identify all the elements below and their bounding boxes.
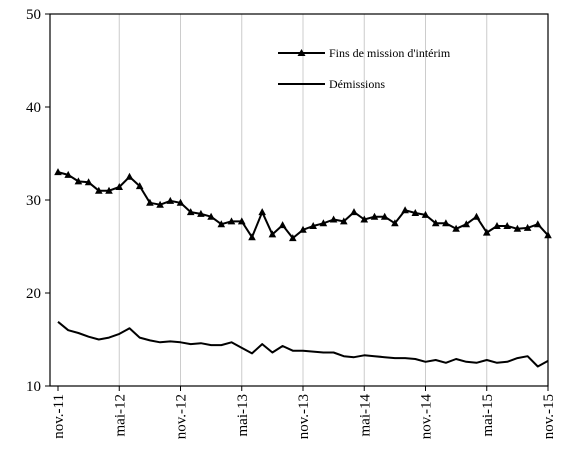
data-point-triangle (442, 219, 450, 227)
x-tick-label: mai-12 (112, 394, 128, 437)
x-axis: nov.-11 mai-12 nov.-12 mai-13 nov.-13 mai-14 n… (51, 386, 557, 439)
data-point-triangle (350, 208, 358, 216)
data-point-triangle (493, 222, 501, 229)
data-point-triangle (513, 224, 522, 232)
data-point-triangle (125, 172, 134, 180)
data-point-triangle (207, 212, 215, 220)
legend-item-demissions: Démissions (278, 77, 385, 91)
data-point-triangle (217, 220, 226, 228)
data-point-triangle (411, 209, 420, 216)
data-point-triangle (84, 178, 93, 186)
data-point-triangle (74, 177, 83, 185)
y-tick-label: 30 (26, 193, 41, 209)
data-point-triangle (54, 168, 62, 176)
y-axis: 10 20 30 40 50 (26, 7, 50, 395)
x-tick-label: mai-15 (480, 394, 496, 437)
data-point-triangle (146, 198, 154, 206)
data-point-triangle (503, 222, 511, 229)
data-point-triangle (329, 215, 338, 223)
x-tick-label: nov.-11 (51, 394, 67, 439)
x-tick-label: mai-14 (357, 394, 373, 437)
data-point-triangle (452, 224, 460, 232)
y-tick-label: 50 (26, 7, 41, 23)
data-point-triangle (472, 212, 481, 220)
data-point-triangle (380, 212, 389, 220)
data-point-triangle (421, 210, 430, 218)
data-point-triangle (462, 220, 471, 228)
data-point-triangle (534, 220, 542, 228)
legend: Fins de mission d'intérim Démissions (278, 46, 451, 91)
x-tick-label: mai-13 (235, 394, 251, 437)
y-tick-label: 10 (26, 379, 41, 395)
data-point-triangle (299, 225, 307, 233)
data-point-triangle (370, 212, 379, 220)
y-tick-label: 20 (26, 286, 41, 302)
series-line-demissions (57, 321, 549, 368)
data-point-triangle (186, 208, 195, 216)
data-point-triangle (115, 183, 123, 190)
data-point-triangle (391, 219, 399, 227)
data-point-triangle (166, 196, 175, 204)
data-point-triangle (278, 221, 287, 229)
x-tick-label: nov.-12 (174, 394, 190, 439)
x-tick-label: nov.-15 (541, 394, 557, 439)
x-tick-label: nov.-13 (296, 394, 312, 439)
data-point-triangle (319, 219, 328, 227)
x-tick-label: nov.-14 (419, 394, 435, 440)
series-group (54, 168, 552, 368)
data-point-triangle (64, 170, 72, 178)
data-point-triangle (156, 200, 164, 208)
gridlines (118, 14, 488, 386)
data-point-triangle (401, 206, 409, 214)
data-point-triangle (360, 215, 369, 223)
data-point-triangle (95, 186, 103, 194)
data-point-triangle (309, 222, 317, 229)
data-point-triangle (227, 217, 236, 225)
y-tick-label: 40 (26, 100, 41, 116)
data-point-triangle (197, 209, 205, 217)
legend-marker-triangle-icon (297, 49, 306, 56)
data-point-triangle (340, 217, 348, 225)
data-point-triangle (135, 182, 144, 190)
data-point-triangle (523, 223, 532, 231)
data-point-triangle (105, 186, 113, 194)
data-point-triangle (289, 234, 297, 242)
data-point-triangle (431, 219, 440, 227)
data-point-triangle (258, 208, 266, 216)
data-point-triangle (268, 230, 277, 238)
legend-label-demissions: Démissions (329, 77, 385, 91)
legend-label-interim: Fins de mission d'intérim (329, 46, 451, 60)
data-point-triangle (176, 198, 185, 206)
legend-item-interim: Fins de mission d'intérim (278, 46, 451, 60)
data-point-triangle (248, 233, 256, 241)
data-point-triangle (237, 217, 246, 225)
data-point-triangle (482, 228, 491, 236)
